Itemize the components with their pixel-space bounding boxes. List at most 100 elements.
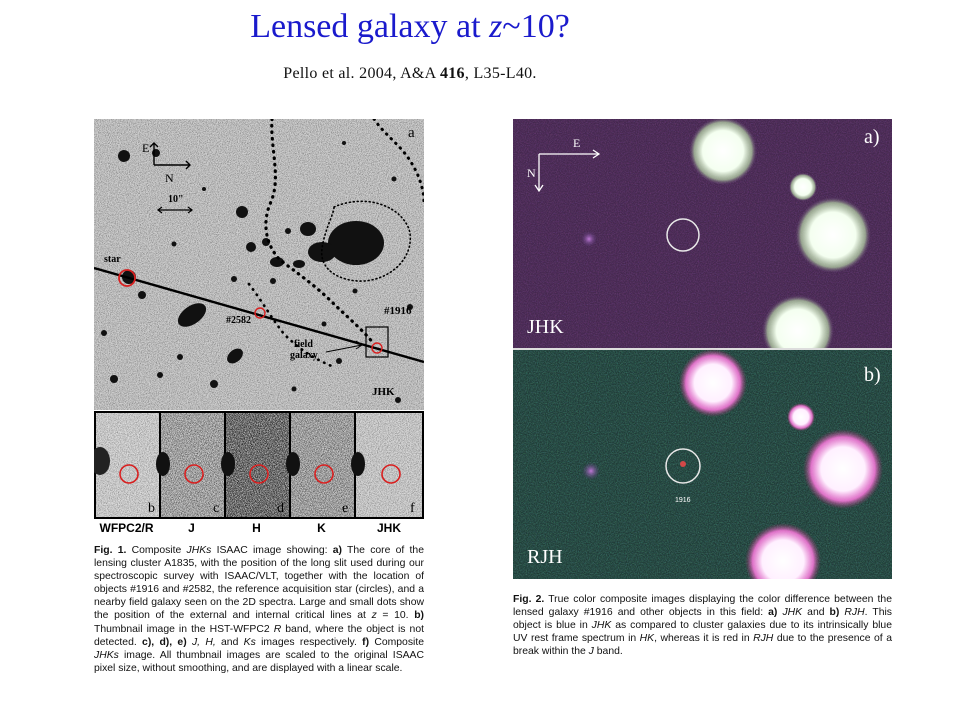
caption-text: as compared to cluster galaxies due to i… (513, 620, 892, 645)
caption-text: and (802, 607, 830, 619)
caption-bold: f) (362, 636, 370, 648)
caption-bold: c), d), e) (142, 636, 187, 648)
title-variable: z (489, 8, 503, 45)
citation: Pello et al. 2004, A&A 416, L35-L40. (0, 65, 820, 83)
bright-star (689, 119, 757, 185)
caption-bold: b) (829, 607, 840, 619)
citation-suffix: , L35-L40. (464, 65, 537, 82)
thumbnail-e: e (286, 413, 354, 517)
object-1916-label: #1916 (384, 305, 412, 317)
thumbnail-d: d (221, 413, 289, 517)
caption-text: ISAAC image showing: (211, 545, 333, 556)
scale-label: 10" (168, 194, 184, 205)
caption-italic: R (273, 623, 282, 635)
thumbnail-e-letter: e (342, 501, 348, 516)
caption-text: image. All thumbnail images are scaled t… (94, 649, 424, 674)
caption-italic: RJH (753, 633, 774, 645)
band-label-j: J (188, 521, 195, 535)
panel-b-label: b) (864, 364, 881, 386)
caption-bold: a) (768, 607, 778, 619)
citation-volume: 416 (439, 65, 465, 82)
thumbnail-b-letter: b (148, 501, 155, 516)
long-slit-line (94, 266, 424, 364)
object-1916-box (365, 326, 389, 358)
band-label-r: WFPC2/R (99, 521, 154, 535)
field-galaxy-label-1: field (294, 339, 313, 350)
object-1916-circle-jhk (666, 218, 700, 252)
caption-text: band, where the object is not detected. (94, 623, 424, 648)
thumbnail-d-letter: d (277, 501, 284, 516)
band-label-h: H (252, 521, 261, 535)
caption-text: . This object is blue in (513, 607, 893, 632)
caption-text: and (215, 636, 244, 648)
bright-star (679, 349, 747, 417)
title-suffix: ~10? (502, 8, 570, 45)
figure-2-image: a) JHK E N 1916 b) RJH (513, 119, 892, 579)
caption-italic: J (588, 646, 594, 658)
object-1916-circle-rjh (665, 448, 701, 484)
object-1916-circle (371, 342, 383, 354)
compass-e-label: E (573, 136, 580, 150)
caption-italic: JHK (782, 607, 803, 619)
caption-text: True color composite images displaying t… (513, 594, 892, 619)
caption-text: Composite (369, 636, 424, 648)
caption-italic: Ks (243, 636, 256, 648)
compass-n-label: N (527, 166, 536, 180)
caption-italic: JHKs (186, 545, 212, 556)
thumbnail-b: b (94, 413, 159, 517)
title-prefix: Lensed galaxy at (250, 8, 490, 45)
panel-a-jhk: a) JHK E N (513, 119, 892, 367)
object-1916-label: 1916 (675, 497, 691, 504)
panel-a-label: a (408, 125, 415, 141)
caption-italic: JHK (591, 620, 612, 632)
field-galaxy-label-2: galaxy (290, 350, 318, 361)
caption-text: due to the presence of a break within th… (513, 633, 892, 658)
scale-bar (157, 206, 193, 214)
band-jhk-label: JHK (372, 386, 395, 398)
thumbnail-c-letter: c (213, 501, 219, 516)
caption-text: images respectively. (255, 636, 363, 648)
cluster-galaxies (101, 141, 413, 403)
caption-bold: b) (414, 610, 424, 622)
compass-e-label: E (142, 141, 149, 155)
noise-texture (94, 119, 424, 410)
star-circle (118, 269, 136, 287)
panel-b-rjh: 1916 b) RJH (513, 349, 892, 579)
band-rjh-label: RJH (527, 546, 563, 568)
slide-title: Lensed galaxy at z~10? (0, 8, 820, 46)
caption-text: band. (593, 646, 623, 658)
thumbnail-c: c (156, 413, 224, 517)
star-label: star (104, 254, 121, 265)
caption-bold: a) (332, 545, 343, 556)
caption-italic: RJH (844, 607, 865, 619)
bright-star (787, 403, 815, 431)
figure-2-svg: a) JHK E N 1916 b) RJH (513, 119, 892, 579)
internal-critical-line (321, 200, 412, 282)
caption-italic: HK (639, 633, 655, 645)
object-2582-label: #2582 (226, 315, 251, 326)
thumbnail-strip: b c d (94, 411, 424, 519)
caption-italic: z (371, 610, 377, 622)
figure-1-image: E N 10" a star #2582 #1916 field galaxy … (94, 119, 424, 528)
compass-arrows (534, 149, 601, 193)
caption-text: , whereas it is red in (654, 633, 754, 645)
fig2-caption-label: Fig. 2. (513, 594, 545, 605)
band-label-k: K (317, 521, 326, 535)
external-critical-line (264, 119, 376, 346)
thumbnail-f-letter: f (410, 501, 415, 516)
compass-n-label: N (165, 171, 174, 185)
bright-star (795, 197, 871, 273)
caption-text: Thumbnail image in the HST-WFPC2 (94, 623, 274, 635)
band-label-jhk: JHK (376, 521, 401, 535)
thumbnail-f: f (351, 413, 422, 517)
figure-1-svg: E N 10" a star #2582 #1916 field galaxy … (94, 119, 424, 519)
caption-text: = 10. (376, 610, 415, 622)
compass-arrows (149, 142, 191, 170)
object-2582-circle (254, 307, 266, 319)
citation-prefix: Pello et al. 2004, A&A (283, 65, 440, 82)
panel-a-label: a) (864, 126, 880, 148)
fig1-caption-label: Fig. 1. (94, 545, 127, 556)
figure-1-caption: Fig. 1. Composite JHKs ISAAC image showi… (94, 544, 424, 675)
caption-text: The core of the lensing cluster A1835, w… (94, 545, 424, 622)
caption-text: Composite (126, 545, 187, 556)
